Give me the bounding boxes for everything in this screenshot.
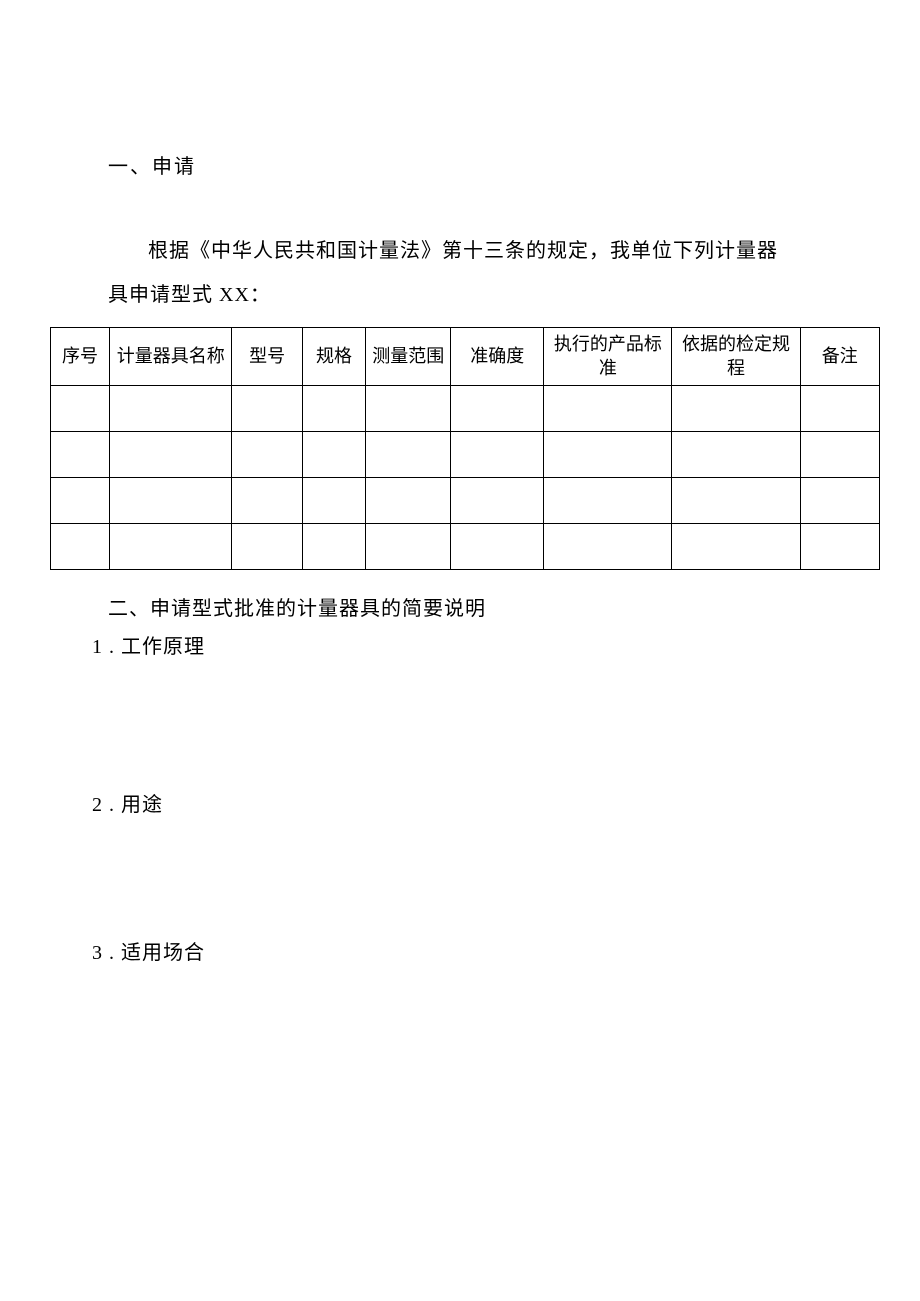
cell — [451, 524, 544, 570]
cell — [302, 478, 366, 524]
cell — [109, 432, 231, 478]
section-1-paragraph-line1: 根据《中华人民共和国计量法》第十三条的规定，我单位下列计量器 — [108, 229, 840, 273]
cell — [302, 524, 366, 570]
cell — [109, 478, 231, 524]
header-spec: 规格 — [302, 328, 366, 386]
header-accuracy: 准确度 — [451, 328, 544, 386]
cell — [800, 478, 879, 524]
header-verification-procedure: 依据的检定规程 — [672, 328, 800, 386]
cell — [544, 432, 672, 478]
cell — [232, 386, 302, 432]
cell — [451, 386, 544, 432]
header-range: 测量范围 — [366, 328, 451, 386]
cell — [544, 524, 672, 570]
cell — [544, 478, 672, 524]
cell — [109, 524, 231, 570]
cell — [800, 386, 879, 432]
cell — [51, 386, 110, 432]
item-2-usage: 2 . 用途 — [92, 786, 870, 824]
cell — [366, 478, 451, 524]
cell — [800, 524, 879, 570]
table-row — [51, 386, 880, 432]
cell — [366, 386, 451, 432]
table-row — [51, 524, 880, 570]
section-2-title: 二、申请型式批准的计量器具的简要说明 — [108, 590, 870, 628]
cell — [451, 432, 544, 478]
cell — [366, 432, 451, 478]
cell — [672, 386, 800, 432]
section-1-paragraph-line2: 具申请型式 XX： — [108, 273, 840, 317]
cell — [51, 478, 110, 524]
item-3-application: 3 . 适用场合 — [92, 934, 870, 972]
cell — [672, 524, 800, 570]
cell — [109, 386, 231, 432]
header-instrument-name: 计量器具名称 — [109, 328, 231, 386]
item-1-working-principle: 1 . 工作原理 — [92, 628, 870, 666]
cell — [302, 386, 366, 432]
cell — [451, 478, 544, 524]
cell — [302, 432, 366, 478]
instruments-table: 序号 计量器具名称 型号 规格 测量范围 准确度 执行的产品标准 依据的检定规程… — [50, 327, 880, 570]
cell — [672, 478, 800, 524]
header-serial: 序号 — [51, 328, 110, 386]
cell — [544, 386, 672, 432]
header-model: 型号 — [232, 328, 302, 386]
header-remark: 备注 — [800, 328, 879, 386]
table-header-row: 序号 计量器具名称 型号 规格 测量范围 准确度 执行的产品标准 依据的检定规程… — [51, 328, 880, 386]
cell — [232, 524, 302, 570]
cell — [51, 524, 110, 570]
header-product-standard: 执行的产品标准 — [544, 328, 672, 386]
section-1-title: 一、申请 — [108, 150, 870, 179]
cell — [366, 524, 451, 570]
cell — [51, 432, 110, 478]
cell — [232, 432, 302, 478]
table-row — [51, 478, 880, 524]
cell — [672, 432, 800, 478]
cell — [232, 478, 302, 524]
table-row — [51, 432, 880, 478]
cell — [800, 432, 879, 478]
